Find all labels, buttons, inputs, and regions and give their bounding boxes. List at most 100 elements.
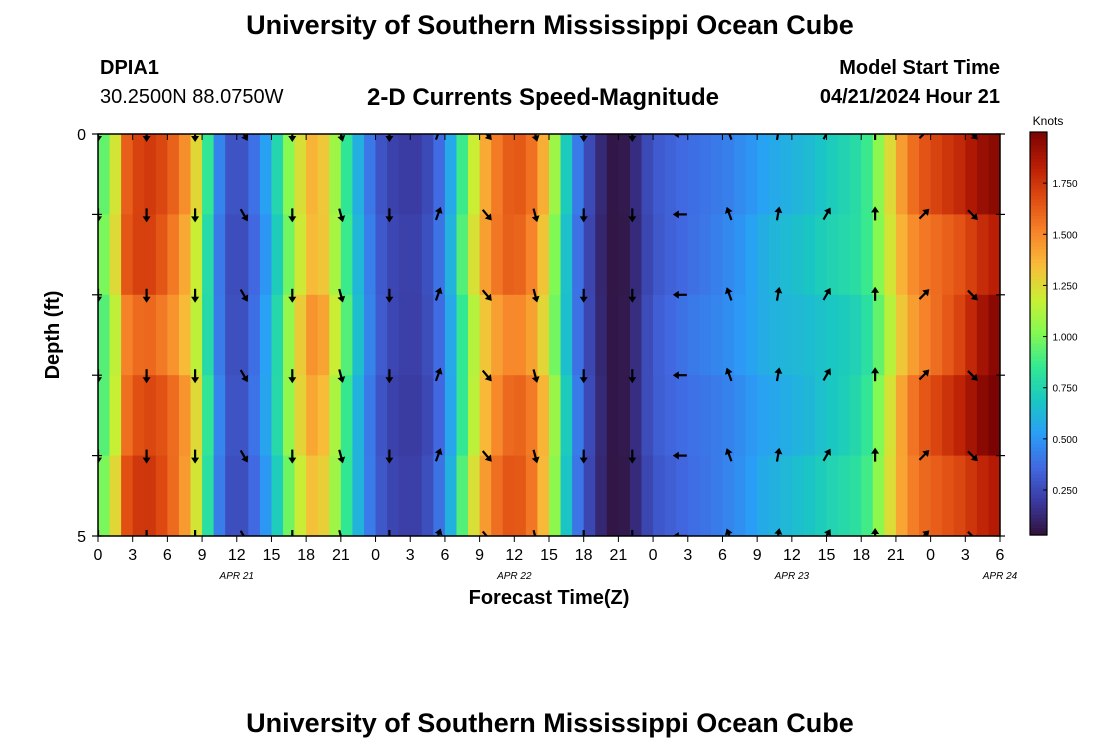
colorbar-segment bbox=[1030, 323, 1047, 328]
current-arrow bbox=[579, 369, 588, 384]
heatmap-cell bbox=[849, 375, 862, 457]
current-arrow bbox=[434, 528, 443, 536]
heatmap-cell bbox=[595, 134, 608, 215]
heatmap-cell bbox=[502, 375, 515, 457]
heatmap-cell bbox=[132, 134, 145, 215]
heatmap-cell bbox=[838, 294, 851, 376]
colorbar-segment bbox=[1030, 400, 1047, 405]
current-arrow bbox=[337, 208, 346, 223]
colorbar-tick-label: 1.500 bbox=[1052, 230, 1077, 241]
heatmap-cell bbox=[502, 294, 515, 376]
heatmap-cell bbox=[653, 134, 666, 215]
heatmap-cell bbox=[965, 375, 978, 457]
heatmap-cell bbox=[375, 294, 388, 376]
heatmap-cell bbox=[919, 375, 932, 457]
heatmap-cell bbox=[444, 134, 458, 215]
heatmap-cell bbox=[491, 134, 504, 215]
heatmap-cell bbox=[953, 375, 966, 457]
heatmap-cell bbox=[202, 294, 215, 376]
x-tick-label: 0 bbox=[94, 547, 103, 564]
colorbar-segment bbox=[1030, 414, 1047, 419]
current-arrow bbox=[434, 134, 441, 141]
heatmap-cell bbox=[98, 294, 111, 376]
colorbar-segment bbox=[1030, 454, 1047, 459]
heatmap-cell bbox=[780, 214, 793, 296]
heatmap-cell bbox=[618, 134, 631, 215]
colorbar-segment bbox=[1030, 195, 1047, 200]
colorbar-segment bbox=[1030, 457, 1047, 462]
colorbar-segment bbox=[1030, 222, 1047, 227]
heatmap-cell bbox=[340, 214, 354, 296]
current-arrow bbox=[822, 368, 831, 381]
colorbar-segment bbox=[1030, 467, 1047, 472]
heatmap-cell bbox=[942, 134, 955, 215]
heatmap-cell bbox=[329, 294, 342, 376]
heatmap-cell bbox=[387, 455, 400, 536]
colorbar-segment bbox=[1030, 424, 1047, 429]
current-arrow bbox=[239, 449, 249, 463]
colorbar-segment bbox=[1030, 209, 1047, 214]
heatmap-cell bbox=[583, 294, 596, 376]
heatmap-cell bbox=[283, 294, 296, 376]
heatmap-cell bbox=[375, 375, 388, 457]
heatmap-cell bbox=[178, 294, 192, 376]
heatmap-cell bbox=[294, 294, 307, 376]
current-arrow bbox=[579, 288, 588, 303]
current-arrow bbox=[337, 369, 346, 383]
heatmap-cell bbox=[988, 455, 1000, 536]
heatmap-cell bbox=[710, 455, 724, 536]
currents-chart: 0 3 6 9 12 15 18 21 0 3 6 9 12 15 18 21 0 3 6 9 12 15 18 21 0 3 6 A… bbox=[42, 114, 1078, 609]
current-arrow bbox=[918, 289, 930, 300]
heatmap-cell bbox=[734, 214, 747, 296]
heatmap-cell bbox=[768, 134, 781, 215]
heatmap-cell bbox=[618, 214, 631, 296]
heatmap-cell bbox=[549, 214, 562, 296]
heatmap-cell bbox=[710, 375, 724, 457]
x-axis: 0 3 6 9 12 15 18 21 0 3 6 9 12 15 18 21 0 3 6 9 12 15 18 21 0 3 6 A… bbox=[94, 134, 1018, 582]
colorbar-segment bbox=[1030, 494, 1047, 499]
current-arrow bbox=[385, 369, 394, 384]
chart-subtitle: 2-D Currents Speed-Magnitude bbox=[367, 84, 720, 111]
heatmap-cell bbox=[375, 214, 388, 296]
x-tick-label: 9 bbox=[753, 547, 762, 564]
heatmap-cell bbox=[363, 294, 377, 376]
current-arrow bbox=[337, 449, 346, 464]
heatmap-cell bbox=[872, 455, 885, 536]
heatmap-cell bbox=[629, 375, 643, 457]
current-arrow bbox=[98, 134, 102, 142]
current-arrow bbox=[871, 286, 880, 301]
heatmap-cell bbox=[734, 455, 747, 536]
heatmap-cell bbox=[167, 455, 180, 536]
heatmap-cell bbox=[757, 375, 770, 457]
current-arrow bbox=[239, 289, 249, 302]
current-arrow bbox=[774, 447, 783, 462]
heatmap-cell bbox=[872, 294, 885, 376]
heatmap-cell bbox=[248, 134, 261, 215]
heatmap-cell bbox=[144, 455, 157, 536]
heatmap-cell bbox=[283, 375, 296, 457]
heatmap-cell bbox=[398, 455, 411, 536]
colorbar-segment bbox=[1030, 420, 1047, 425]
colorbar-segment bbox=[1030, 259, 1047, 264]
colorbar: 1.750 1.500 1.250 1.000 0.750 0.500 0.250 bbox=[1029, 131, 1078, 536]
current-arrow bbox=[98, 369, 102, 384]
heatmap-cell bbox=[98, 214, 111, 296]
heatmap-cell bbox=[352, 134, 365, 215]
heatmap-cell bbox=[780, 294, 793, 376]
current-arrow bbox=[822, 207, 831, 221]
heatmap-cell bbox=[525, 455, 539, 536]
current-arrow bbox=[142, 134, 151, 142]
colorbar-segment bbox=[1030, 199, 1047, 204]
heatmap-cell bbox=[849, 455, 862, 536]
heatmap-cell bbox=[109, 134, 122, 215]
x-tick-label: 3 bbox=[406, 547, 415, 564]
heatmap-cell bbox=[814, 294, 828, 376]
heatmap-cell bbox=[190, 455, 203, 536]
heatmap-cell bbox=[190, 294, 203, 376]
heatmap-cell bbox=[225, 214, 238, 296]
current-arrow bbox=[724, 528, 733, 536]
colorbar-segment bbox=[1030, 330, 1047, 335]
current-arrow bbox=[194, 530, 197, 536]
heatmap-cell bbox=[803, 455, 816, 536]
heatmap-cell bbox=[710, 134, 724, 215]
